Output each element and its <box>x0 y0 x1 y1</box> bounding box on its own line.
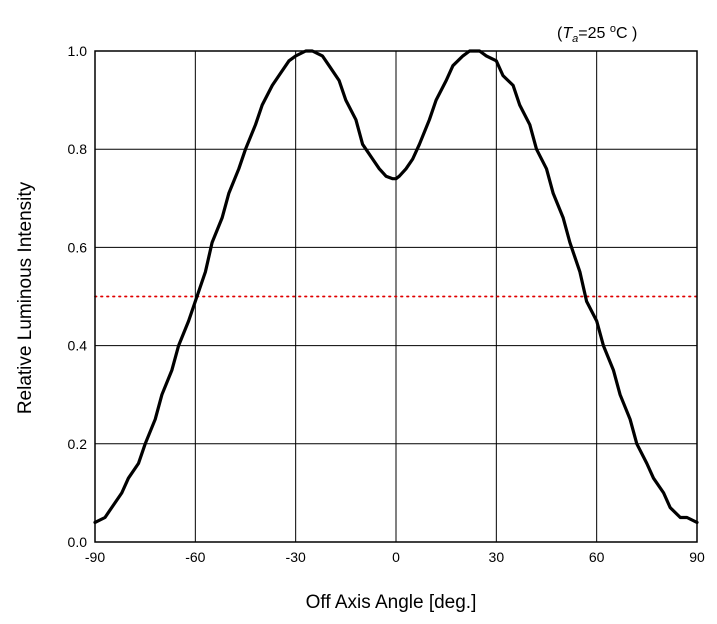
condition-subscript: a <box>572 33 578 45</box>
y-tick-label: 0.4 <box>68 338 88 354</box>
condition-unit: C <box>616 25 628 42</box>
condition-degree: o <box>610 23 616 35</box>
intensity-curve-line <box>93 49 699 525</box>
ambient-temperature-note: (Ta=25 oC ) <box>557 23 637 45</box>
x-tick-labels: -90 -60 -30 0 30 60 90 <box>85 549 705 565</box>
x-tick-label: 60 <box>589 549 605 565</box>
y-tick-label: 1.0 <box>68 43 88 59</box>
condition-open: ( <box>557 25 563 42</box>
y-tick-label: 0.6 <box>68 239 88 255</box>
condition-symbol: T <box>562 25 573 42</box>
x-axis-label: Off Axis Angle [deg.] <box>306 592 477 613</box>
y-axis-label: Relative Luminous Intensity <box>15 181 36 414</box>
y-tick-labels: 0.0 0.2 0.4 0.6 0.8 1.0 <box>68 43 88 550</box>
x-tick-label: -90 <box>85 549 105 565</box>
plot-frame <box>94 50 698 543</box>
x-tick-label: 90 <box>689 549 705 565</box>
y-tick-label: 0.8 <box>68 141 88 157</box>
y-tick-label: 0.2 <box>68 436 88 452</box>
x-tick-label: 30 <box>489 549 505 565</box>
x-tick-label: -60 <box>185 549 205 565</box>
condition-value: =25 <box>578 25 610 42</box>
x-tick-label: 0 <box>392 549 400 565</box>
x-tick-label: -30 <box>286 549 306 565</box>
y-tick-label: 0.0 <box>68 534 88 550</box>
intensity-curve <box>93 49 699 525</box>
condition-close: ) <box>628 25 638 42</box>
